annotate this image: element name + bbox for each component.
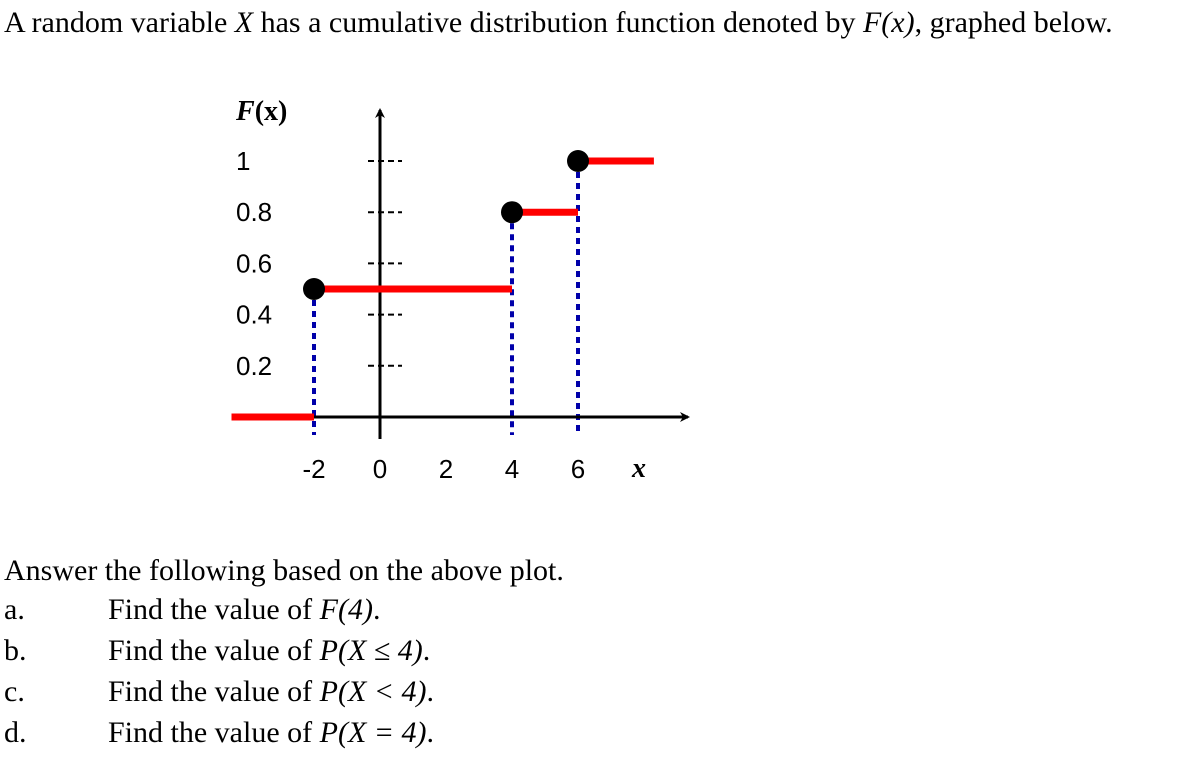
x-tick-label: 0 — [373, 454, 387, 484]
question-b: b. Find the value of P(X ≤ 4). — [4, 632, 704, 673]
question-prefix: Find the value of — [108, 634, 320, 667]
question-c: c. Find the value of P(X < 4). — [4, 673, 704, 714]
jump-points — [303, 150, 589, 300]
question-expression: F(4) — [319, 593, 373, 626]
y-tick-label: 0.4 — [236, 300, 272, 330]
jump-point — [501, 201, 523, 224]
cdf-symbol: F(x) — [862, 6, 915, 39]
cdf-step-chart: 1 0.8 0.6 0.4 0.2 -2 0 2 4 6 F(x) x — [231, 96, 690, 484]
dashed-guides — [312, 161, 580, 435]
question-expression: P(X ≤ 4) — [319, 634, 423, 667]
intro-text-before: A random variable — [4, 6, 235, 39]
y-tick-label: 0.2 — [236, 351, 272, 381]
axes — [308, 108, 690, 439]
y-axis-label-func: F — [235, 96, 255, 127]
question-text: Find the value of P(X < 4). — [108, 673, 434, 711]
question-prefix: Find the value of — [108, 675, 320, 708]
step-segments — [231, 157, 654, 421]
question-letter: c. — [4, 675, 25, 708]
question-prefix: Find the value of — [108, 716, 320, 749]
question-suffix: . — [422, 634, 431, 667]
x-tick-label: -2 — [302, 454, 325, 484]
y-tick-label: 0.6 — [236, 248, 272, 278]
question-letter: a. — [4, 593, 25, 626]
y-tick-label: 0.8 — [236, 197, 272, 227]
question-suffix: . — [426, 716, 435, 749]
question-letter: d. — [4, 716, 27, 749]
question-text: Find the value of P(X ≤ 4). — [108, 632, 430, 670]
question-expression: P(X = 4) — [319, 716, 427, 749]
question-expression: P(X < 4) — [319, 675, 427, 708]
problem-statement: A random variable X has a cumulative dis… — [4, 2, 1202, 43]
question-d: d. Find the value of P(X = 4). — [4, 714, 704, 755]
question-suffix: . — [372, 593, 381, 626]
question-a: a. Find the value of F(4). — [4, 591, 704, 632]
x-axis-label: x — [631, 453, 646, 484]
question-text: Find the value of P(X = 4). — [108, 714, 434, 752]
question-prefix: Find the value of — [108, 593, 320, 626]
y-axis-label: F(x) — [235, 96, 287, 127]
y-tick-label: 1 — [236, 146, 250, 176]
x-tick-label: 4 — [505, 454, 519, 484]
random-variable-symbol: X — [234, 6, 254, 39]
y-axis-label-arg: (x) — [255, 96, 288, 127]
question-text: Find the value of F(4). — [108, 591, 380, 629]
question-suffix: . — [426, 675, 435, 708]
jump-point — [567, 150, 589, 172]
x-tick-label: 6 — [571, 454, 585, 484]
intro-text-after: , graphed below. — [914, 6, 1113, 39]
intro-text-middle: has a cumulative distribution function d… — [253, 6, 863, 39]
question-letter: b. — [4, 634, 27, 667]
question-list: a. Find the value of F(4). b. Find the val… — [4, 591, 704, 755]
x-tick-label: 2 — [439, 454, 453, 484]
answer-instructions: Answer the following based on the above … — [4, 554, 564, 587]
jump-point — [303, 278, 325, 300]
tick-labels: 1 0.8 0.6 0.4 0.2 -2 0 2 4 6 — [236, 146, 585, 484]
